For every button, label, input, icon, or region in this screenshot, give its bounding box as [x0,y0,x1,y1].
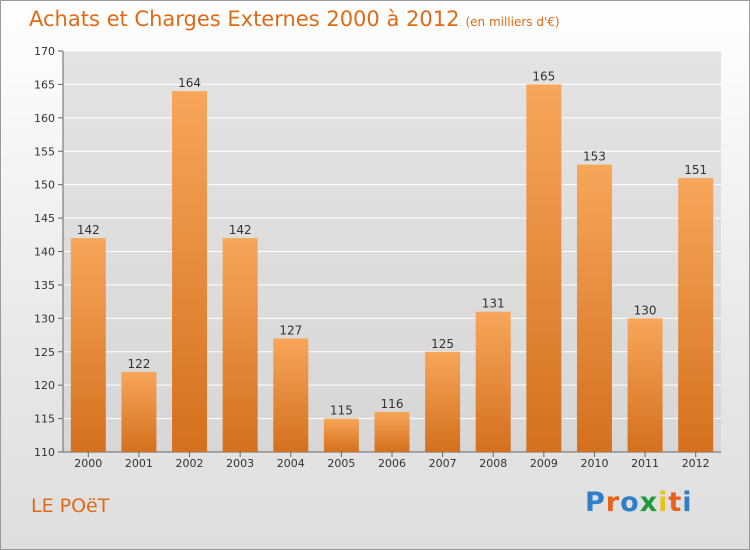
bar-value-label: 142 [77,223,100,237]
y-tick-label: 160 [34,112,55,125]
bar-value-label: 125 [431,337,454,351]
x-tick-label: 2003 [226,457,254,470]
x-tick-label: 2000 [74,457,102,470]
y-tick-label: 125 [34,346,55,359]
logo-letter: i [658,487,669,518]
y-tick-label: 115 [34,413,55,426]
bar-value-label: 130 [634,303,657,317]
bar [222,238,258,452]
x-tick-label: 2011 [631,457,659,470]
x-tick-label: 2005 [327,457,355,470]
chart-title-block: Achats et Charges Externes 2000 à 2012 (e… [29,7,560,31]
bar-value-label: 153 [583,150,606,164]
bar-value-label: 151 [684,163,707,177]
x-tick-label: 2002 [176,457,204,470]
logo-letter: x [639,487,659,518]
logo-letter: i [682,487,693,518]
logo-letter: r [605,487,621,518]
x-tick-label: 2006 [378,457,406,470]
y-tick-label: 170 [34,45,55,58]
bar [475,311,511,452]
y-tick-label: 120 [34,379,55,392]
bar [323,418,359,452]
y-tick-label: 140 [34,246,55,259]
y-tick-label: 135 [34,279,55,292]
x-tick-label: 2010 [580,457,608,470]
logo-letter: o [620,487,640,518]
y-tick-label: 150 [34,179,55,192]
bar-value-label: 127 [279,323,302,337]
logo-letter: t [668,487,683,518]
bar [678,177,714,452]
logo-letter: P [585,487,606,518]
bar [425,351,461,452]
bar-chart: 110 115 120 125 130 135 140 145 150 155 160 165 170 1… [34,45,721,470]
bar-value-label: 122 [127,357,150,371]
bar-value-label: 116 [381,397,404,411]
y-tick-label: 165 [34,78,55,91]
y-tick-label: 130 [34,312,55,325]
place-name: LE POëT [31,495,110,517]
x-tick-label: 2012 [682,457,710,470]
bar [273,338,309,452]
bar [526,84,562,453]
y-tick-label: 110 [34,446,55,459]
x-tick-label: 2007 [429,457,457,470]
x-tick-label: 2009 [530,457,558,470]
y-tick-label: 155 [34,145,55,158]
bar [374,411,410,452]
bar [70,238,106,452]
chart-subtitle: (en milliers d'€) [465,15,560,29]
bar [576,164,612,452]
bar [172,91,208,452]
x-tick-label: 2004 [277,457,305,470]
x-tick-label: 2001 [125,457,153,470]
bar [121,371,157,452]
chart-title: Achats et Charges Externes 2000 à 2012 [29,7,460,31]
bar-value-label: 115 [330,404,353,418]
bar-value-label: 142 [229,223,252,237]
bar [627,318,663,452]
proxiti-logo[interactable]: Proxiti [585,487,693,518]
bar-value-label: 164 [178,76,201,90]
y-tick-label: 145 [34,212,55,225]
x-tick-label: 2008 [479,457,507,470]
bar-value-label: 165 [532,69,555,83]
bar-value-label: 131 [482,297,505,311]
